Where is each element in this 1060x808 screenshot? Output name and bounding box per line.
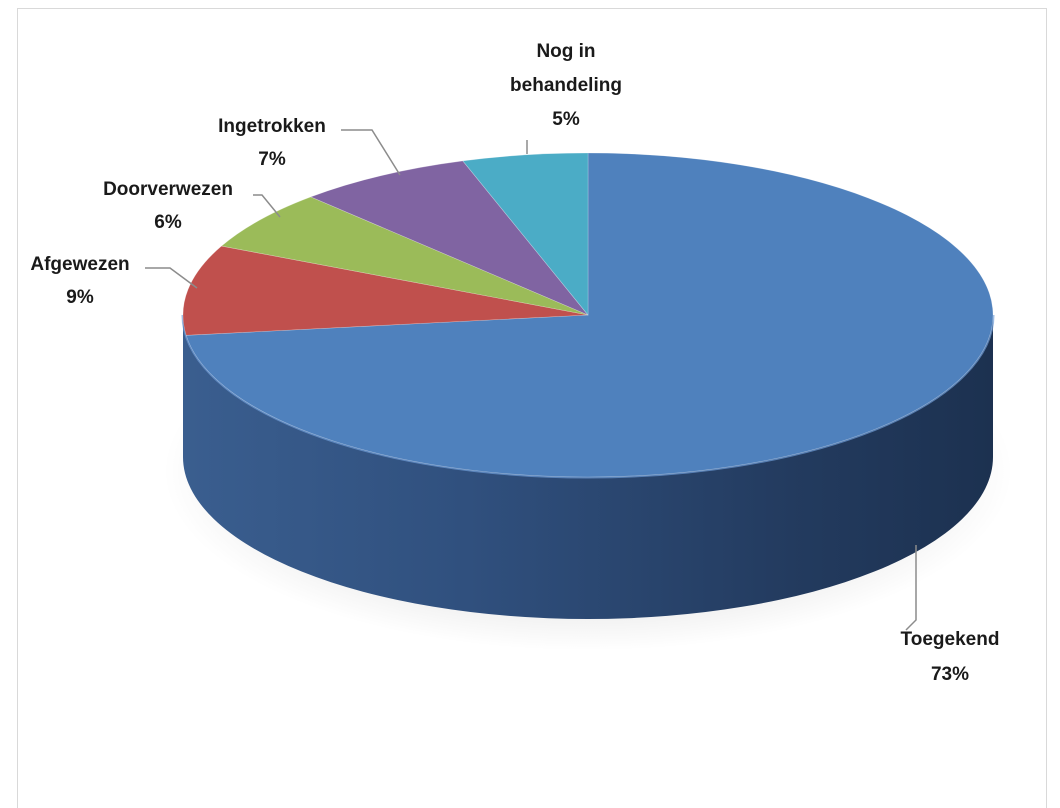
- data-label-ingetrokken-value: 7%: [258, 149, 286, 170]
- pie-slice-doorverwezen: [220, 196, 589, 316]
- leader-line-afgewezen: [145, 267, 198, 289]
- data-label-nog-in-behandeling-value: 5%: [552, 109, 580, 130]
- pie-slice-toegekend: [185, 152, 994, 478]
- pie-slice-ingetrokken: [309, 160, 589, 316]
- data-label-doorverwezen-value: 6%: [154, 212, 182, 233]
- leader-line-toegekend: [905, 545, 917, 631]
- pie-slice-afgewezen: [182, 245, 589, 336]
- pie-side-wall: [183, 315, 993, 619]
- data-label-ingetrokken-name: Ingetrokken: [218, 116, 326, 137]
- data-label-toegekend-value: 73%: [931, 664, 969, 685]
- data-label-nog-in-behandeling-name: behandeling: [510, 75, 622, 96]
- leader-line-doorverwezen: [253, 194, 281, 218]
- data-label-doorverwezen-name: Doorverwezen: [103, 179, 233, 200]
- data-label-toegekend-name: Toegekend: [901, 629, 1000, 650]
- data-label-afgewezen-value: 9%: [66, 287, 94, 308]
- pie-slice-nog-in-behandeling: [462, 152, 589, 316]
- leader-line-ingetrokken: [341, 129, 401, 176]
- data-label-afgewezen-name: Afgewezen: [30, 254, 129, 275]
- data-label-nog-in-behandeling-name: Nog in: [536, 41, 595, 62]
